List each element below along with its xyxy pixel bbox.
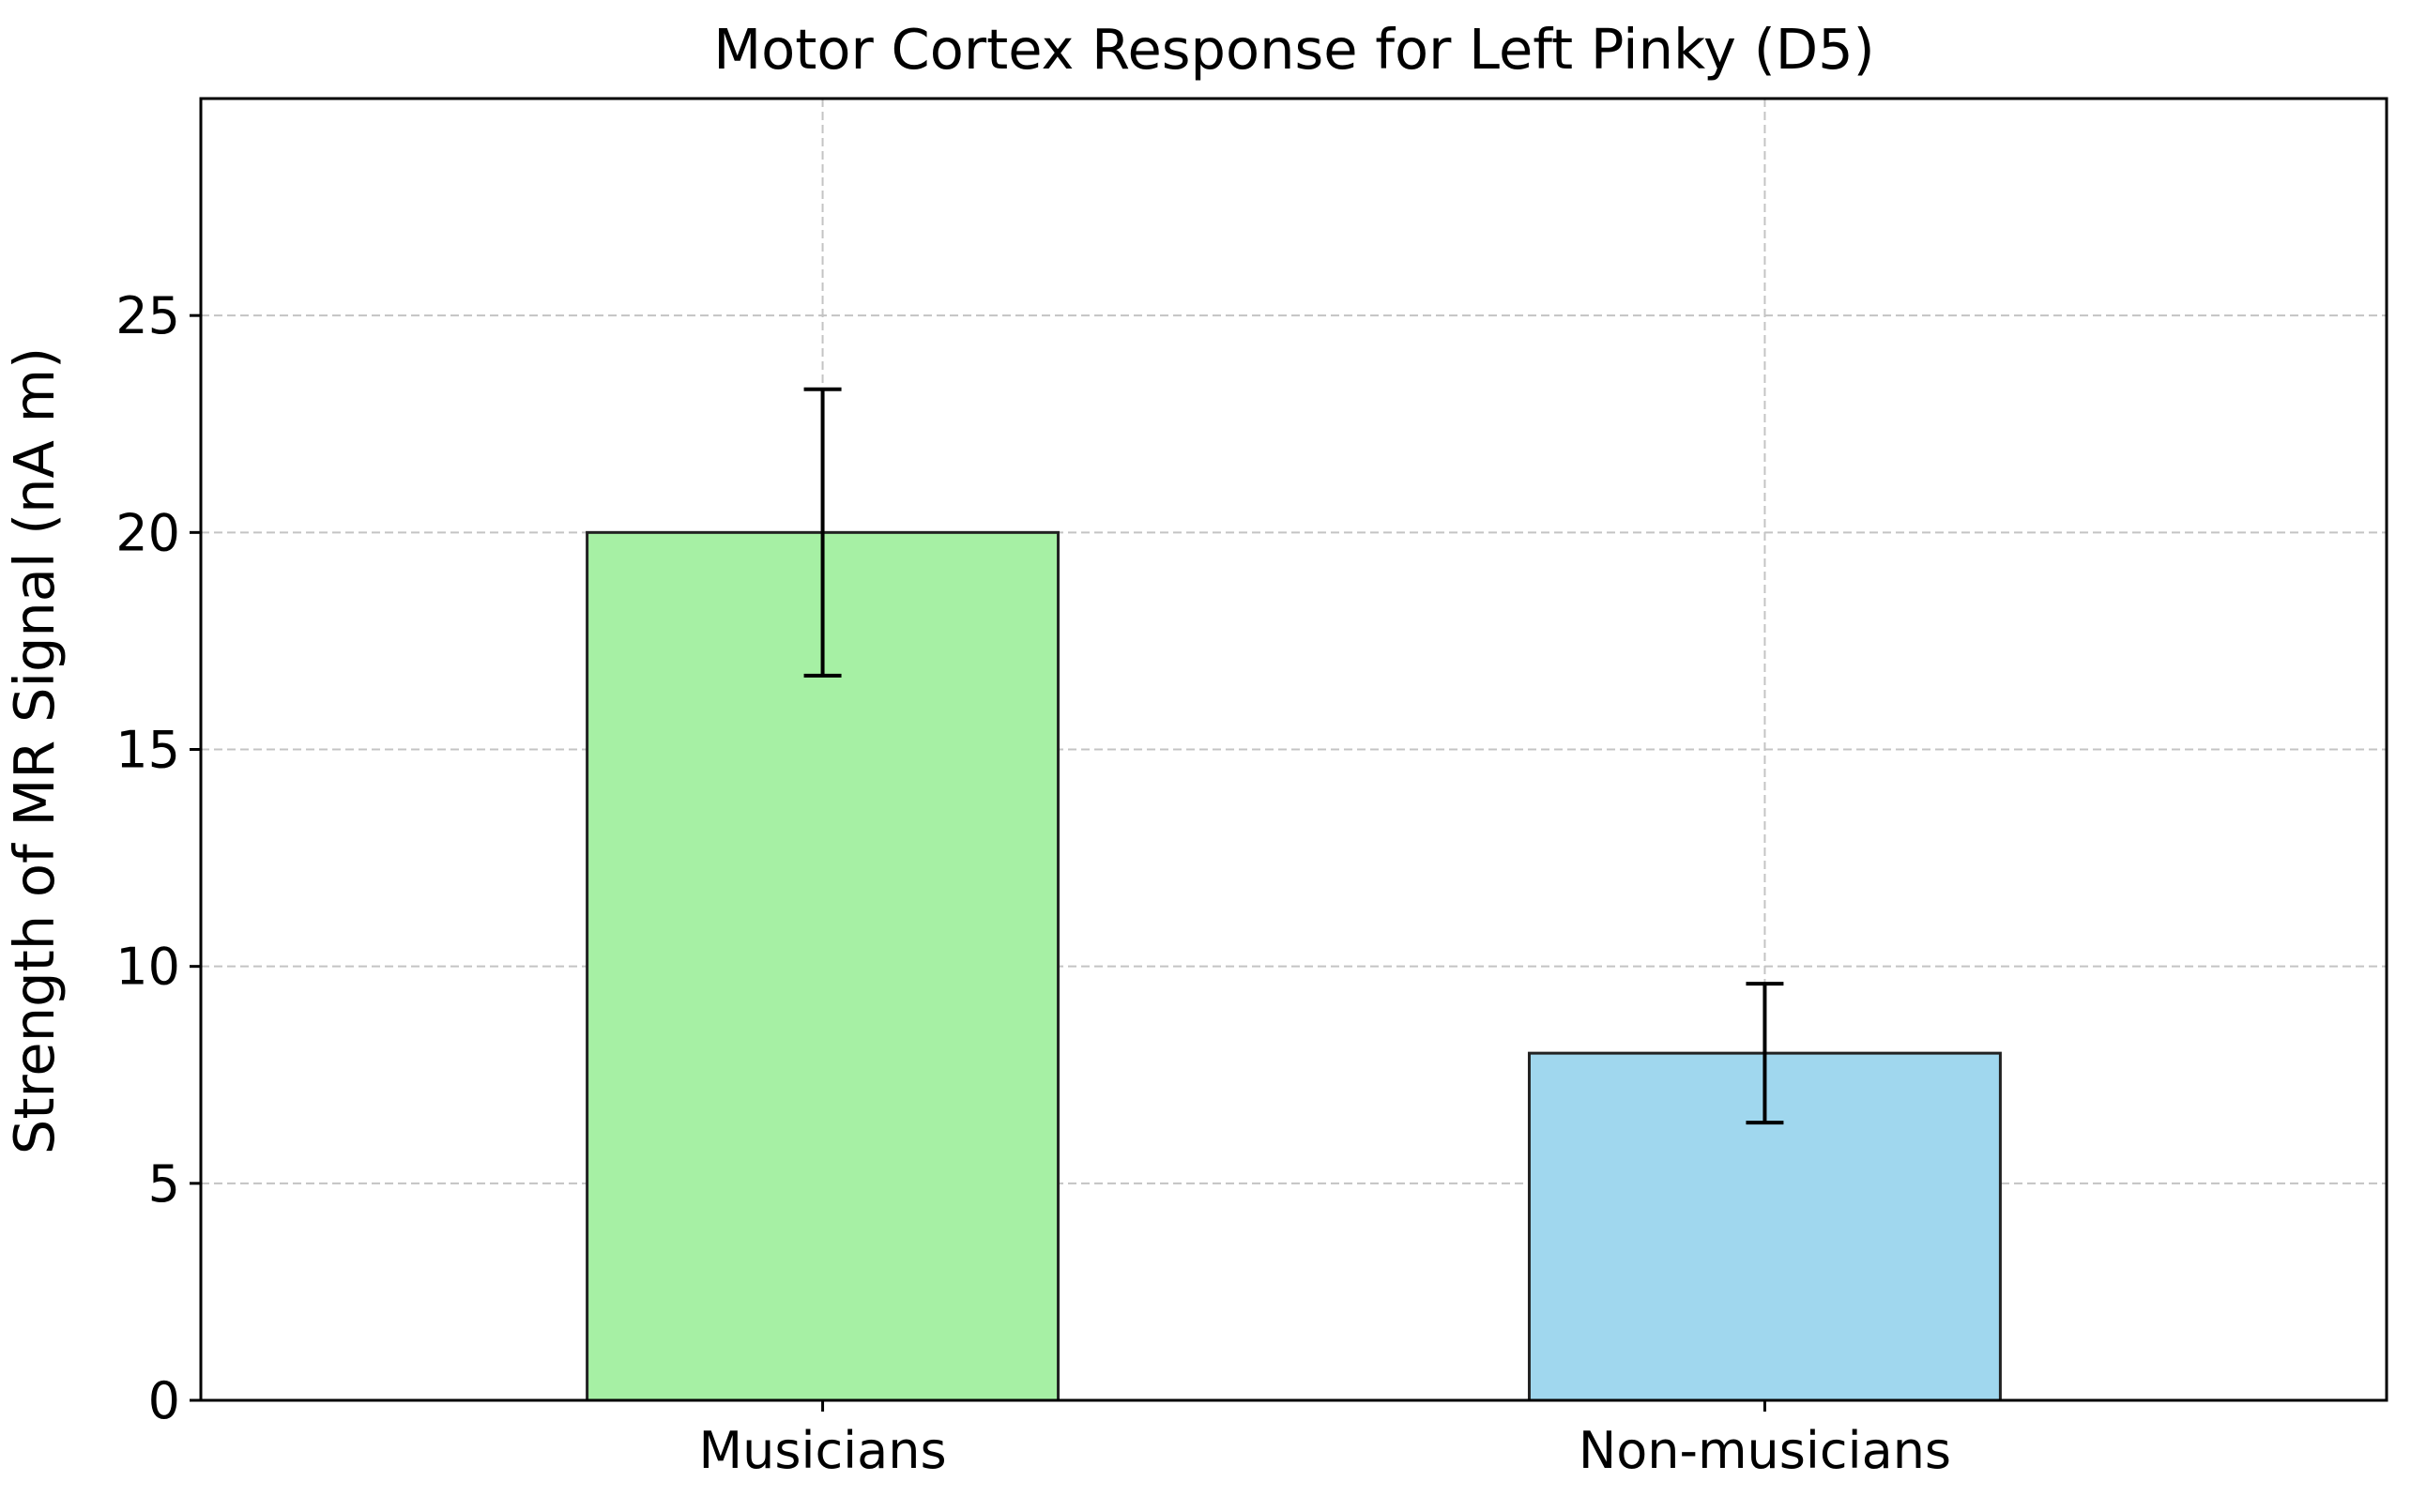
y-tick-label: 10 <box>115 938 180 997</box>
y-axis-label: Strength of MR Signal (nA m) <box>2 347 67 1154</box>
x-ticks: Musicians Non-musicians <box>699 1400 1951 1480</box>
x-tick-label: Non-musicians <box>1579 1421 1951 1480</box>
y-tick-label: 5 <box>148 1154 180 1214</box>
y-tick-label: 25 <box>115 286 180 345</box>
bars <box>586 530 2002 1402</box>
y-tick-label: 0 <box>148 1371 180 1430</box>
y-tick-label: 20 <box>115 503 180 562</box>
y-ticks: 0 5 10 15 20 25 <box>115 286 201 1430</box>
grid-lines <box>201 99 2387 1402</box>
error-bars <box>803 387 1784 1125</box>
x-tick-label: Musicians <box>699 1421 947 1480</box>
chart-title: Motor Cortex Response for Left Pinky (D5… <box>713 17 1874 82</box>
y-tick-label: 15 <box>115 721 180 780</box>
